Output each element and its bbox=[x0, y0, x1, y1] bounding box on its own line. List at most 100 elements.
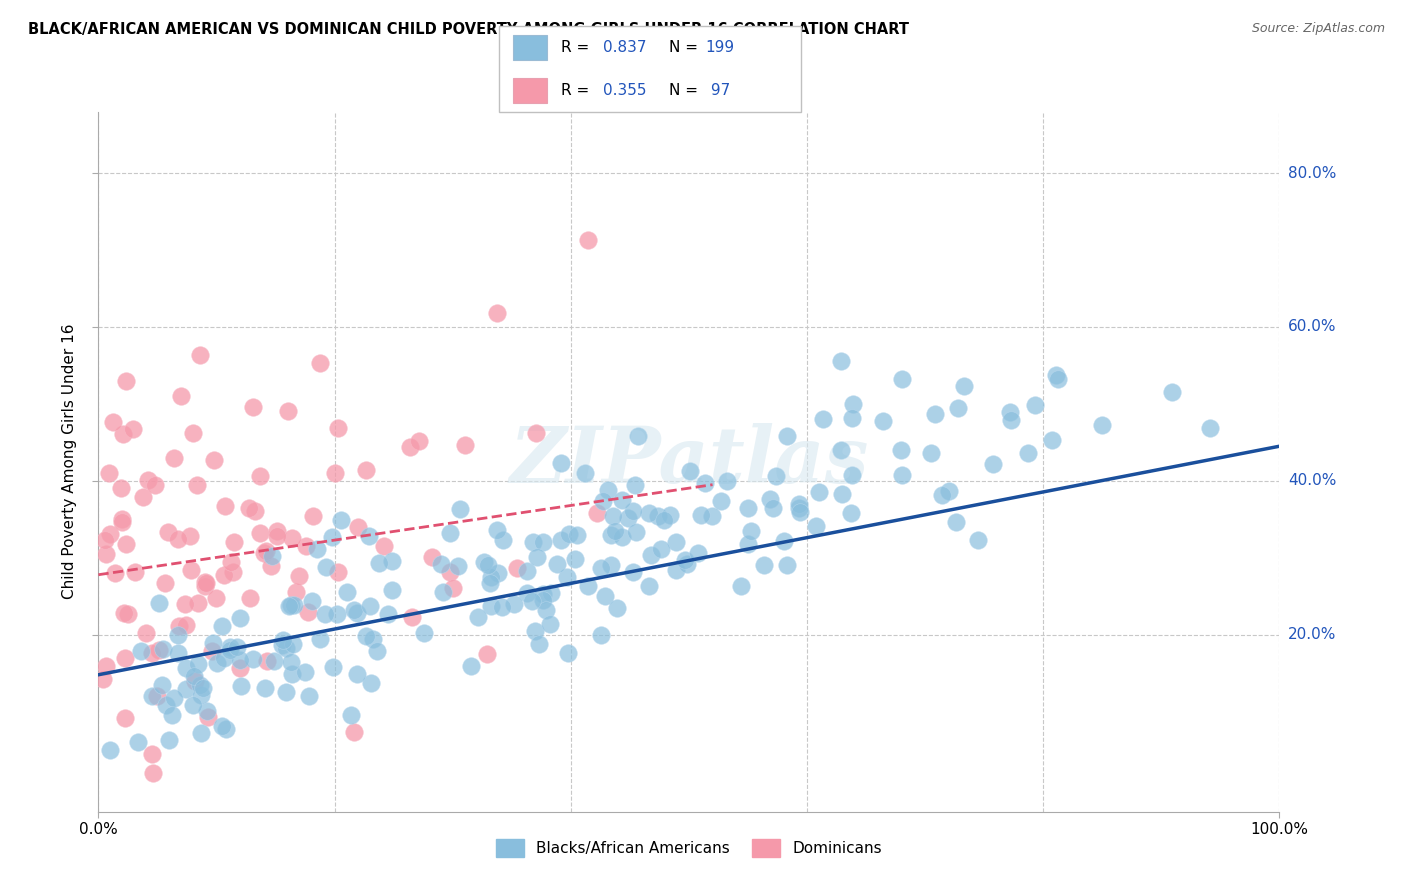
Point bbox=[787, 501, 810, 516]
Point bbox=[592, 494, 614, 508]
Point bbox=[141, 747, 163, 761]
Point bbox=[841, 467, 863, 482]
Point bbox=[730, 579, 752, 593]
Point bbox=[516, 564, 538, 578]
Point bbox=[188, 348, 211, 362]
Point bbox=[621, 566, 644, 580]
Point bbox=[96, 659, 118, 673]
Point bbox=[166, 532, 188, 546]
Point bbox=[180, 564, 202, 578]
Point bbox=[486, 566, 509, 580]
Point bbox=[710, 494, 733, 508]
Point bbox=[346, 606, 368, 620]
Point bbox=[249, 469, 271, 483]
Point bbox=[262, 549, 284, 563]
Point bbox=[492, 533, 515, 547]
Point bbox=[737, 536, 759, 550]
Point bbox=[924, 407, 946, 421]
Point bbox=[550, 456, 572, 470]
Point bbox=[381, 554, 404, 568]
Point bbox=[205, 656, 228, 670]
Point bbox=[841, 506, 863, 520]
Point bbox=[555, 569, 578, 583]
Point bbox=[610, 530, 633, 544]
Point bbox=[195, 576, 218, 591]
Point bbox=[377, 607, 399, 622]
Text: N =: N = bbox=[669, 40, 703, 54]
Point bbox=[190, 726, 212, 740]
Point bbox=[593, 589, 616, 603]
Point bbox=[153, 575, 176, 590]
Point bbox=[945, 515, 967, 529]
Point bbox=[245, 504, 267, 518]
Point bbox=[1017, 446, 1039, 460]
Point bbox=[305, 541, 328, 556]
Point bbox=[212, 568, 235, 582]
Legend: Blacks/African Americans, Dominicans: Blacks/African Americans, Dominicans bbox=[489, 833, 889, 863]
Point bbox=[135, 625, 157, 640]
Point bbox=[621, 504, 644, 518]
Point bbox=[610, 493, 633, 508]
Point bbox=[998, 405, 1021, 419]
Point bbox=[93, 673, 115, 687]
Point bbox=[693, 476, 716, 491]
Point bbox=[524, 624, 547, 638]
Point bbox=[190, 688, 212, 702]
Point bbox=[283, 599, 305, 613]
Point bbox=[111, 515, 134, 529]
Point bbox=[354, 463, 377, 477]
Point bbox=[408, 434, 430, 448]
Point bbox=[195, 704, 218, 718]
Point bbox=[212, 650, 235, 665]
Point bbox=[673, 552, 696, 566]
Point bbox=[831, 487, 853, 501]
Point bbox=[702, 508, 724, 523]
Point bbox=[689, 508, 711, 522]
Point bbox=[274, 641, 297, 656]
Point bbox=[640, 549, 662, 563]
Point bbox=[315, 559, 337, 574]
Point bbox=[174, 661, 197, 675]
Point bbox=[650, 541, 672, 556]
Point bbox=[184, 674, 207, 689]
Point bbox=[460, 659, 482, 673]
Point bbox=[624, 524, 647, 539]
Point bbox=[281, 667, 304, 681]
Point bbox=[890, 443, 912, 458]
Point bbox=[142, 766, 165, 780]
Point bbox=[229, 652, 252, 666]
Point bbox=[167, 646, 190, 660]
Point bbox=[479, 599, 502, 613]
Point bbox=[188, 678, 211, 692]
Point bbox=[676, 557, 699, 571]
Point bbox=[111, 512, 134, 526]
Point bbox=[179, 528, 201, 542]
Point bbox=[1047, 372, 1070, 386]
Point bbox=[491, 599, 513, 614]
Point bbox=[112, 606, 135, 620]
Point bbox=[219, 640, 242, 654]
Point bbox=[249, 525, 271, 540]
Point bbox=[557, 646, 579, 660]
Point bbox=[360, 676, 382, 690]
Point bbox=[114, 711, 136, 725]
Point bbox=[449, 501, 471, 516]
Point bbox=[558, 527, 581, 541]
Point bbox=[550, 533, 572, 547]
Point bbox=[129, 644, 152, 658]
Point bbox=[121, 422, 143, 436]
Point bbox=[477, 648, 499, 662]
Text: BLACK/AFRICAN AMERICAN VS DOMINICAN CHILD POVERTY AMONG GIRLS UNDER 16 CORRELATI: BLACK/AFRICAN AMERICAN VS DOMINICAN CHIL… bbox=[28, 22, 910, 37]
Point bbox=[775, 429, 797, 443]
Point bbox=[586, 506, 609, 520]
Point bbox=[163, 450, 186, 465]
Point bbox=[486, 306, 509, 320]
Point bbox=[891, 372, 914, 386]
Point bbox=[772, 534, 794, 549]
Point bbox=[453, 438, 475, 452]
Point bbox=[115, 374, 138, 388]
Point bbox=[181, 425, 204, 440]
Point bbox=[413, 625, 436, 640]
Point bbox=[97, 466, 120, 480]
Point bbox=[359, 599, 381, 613]
